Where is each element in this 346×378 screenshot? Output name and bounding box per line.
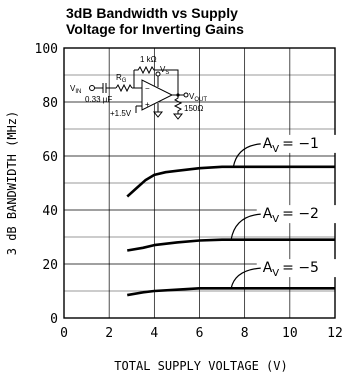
y-tick-label: 20 <box>42 258 58 273</box>
inset-circuit: VIN 0.33 µF RG 1 kΩ − + VS +1.5V VOUT 15… <box>70 55 207 120</box>
y-tick-label: 0 <box>50 312 58 327</box>
y-tick-label: 100 <box>35 42 58 57</box>
series-annotation-1: AV = −1 <box>263 136 319 155</box>
x-tick-labels: 0 2 4 6 8 10 12 <box>60 326 343 341</box>
rf-resistor <box>134 65 179 95</box>
rl-resistor <box>173 95 183 114</box>
annotation-leader <box>232 143 261 167</box>
series-line-2 <box>127 238 335 252</box>
y-tick-label: 60 <box>42 150 58 165</box>
vs-label: VS <box>160 65 169 76</box>
x-tick-label: 2 <box>105 326 113 341</box>
series-line-1 <box>126 165 335 198</box>
cap-label: 0.33 µF <box>85 95 112 104</box>
x-tick-label: 4 <box>150 326 158 341</box>
rl-label: 150Ω <box>184 104 203 113</box>
bias-label: +1.5V <box>110 109 132 118</box>
series-annotation-2: AV = −2 <box>263 206 319 225</box>
annotation-leader <box>230 267 261 289</box>
ground-icon <box>152 111 164 118</box>
chart-title-line-1: 3dB Bandwidth vs Supply <box>66 5 238 21</box>
opamp-noninv-input: + <box>145 100 150 109</box>
annotation-bg <box>256 134 337 153</box>
series-group: AV = −1 AV = −2 AV = −5 <box>126 134 337 297</box>
vout-terminal <box>183 92 189 98</box>
vin-label: VIN <box>70 84 81 95</box>
annotation-bg <box>256 259 337 278</box>
opamp-inv-input: − <box>145 84 150 93</box>
y-tick-label: 80 <box>42 96 58 111</box>
ground-icon <box>172 113 184 120</box>
rg-resistor <box>115 83 133 93</box>
y-tick-labels: 0 20 40 60 80 100 <box>35 42 58 327</box>
rg-label: RG <box>116 73 127 84</box>
grid <box>63 47 336 319</box>
vs-terminal <box>155 71 161 77</box>
opamp-triangle <box>141 79 174 111</box>
series-annotation-3: AV = −5 <box>263 260 319 279</box>
x-tick-label: 8 <box>241 326 249 341</box>
plot-frame <box>63 47 336 319</box>
series-line-3 <box>127 286 335 297</box>
rf-label: 1 kΩ <box>140 55 157 64</box>
x-tick-label: 12 <box>327 326 343 341</box>
x-tick-label: 6 <box>196 326 204 341</box>
x-axis-label: TOTAL SUPPLY VOLTAGE (V) <box>114 359 287 373</box>
vin-terminal <box>89 85 95 91</box>
y-axis-label: 3 dB BANDWIDTH (MHz) <box>5 111 19 256</box>
x-tick-label: 0 <box>60 326 68 341</box>
y-tick-label: 40 <box>42 204 58 219</box>
x-tick-label: 10 <box>282 326 298 341</box>
chart-title-line-2: Voltage for Inverting Gains <box>66 21 244 37</box>
vout-label: VOUT <box>189 92 207 103</box>
chart-title: 3dB Bandwidth vs Supply Voltage for Inve… <box>66 5 296 37</box>
annotation-leader <box>230 213 261 240</box>
annotation-bg <box>256 205 337 224</box>
